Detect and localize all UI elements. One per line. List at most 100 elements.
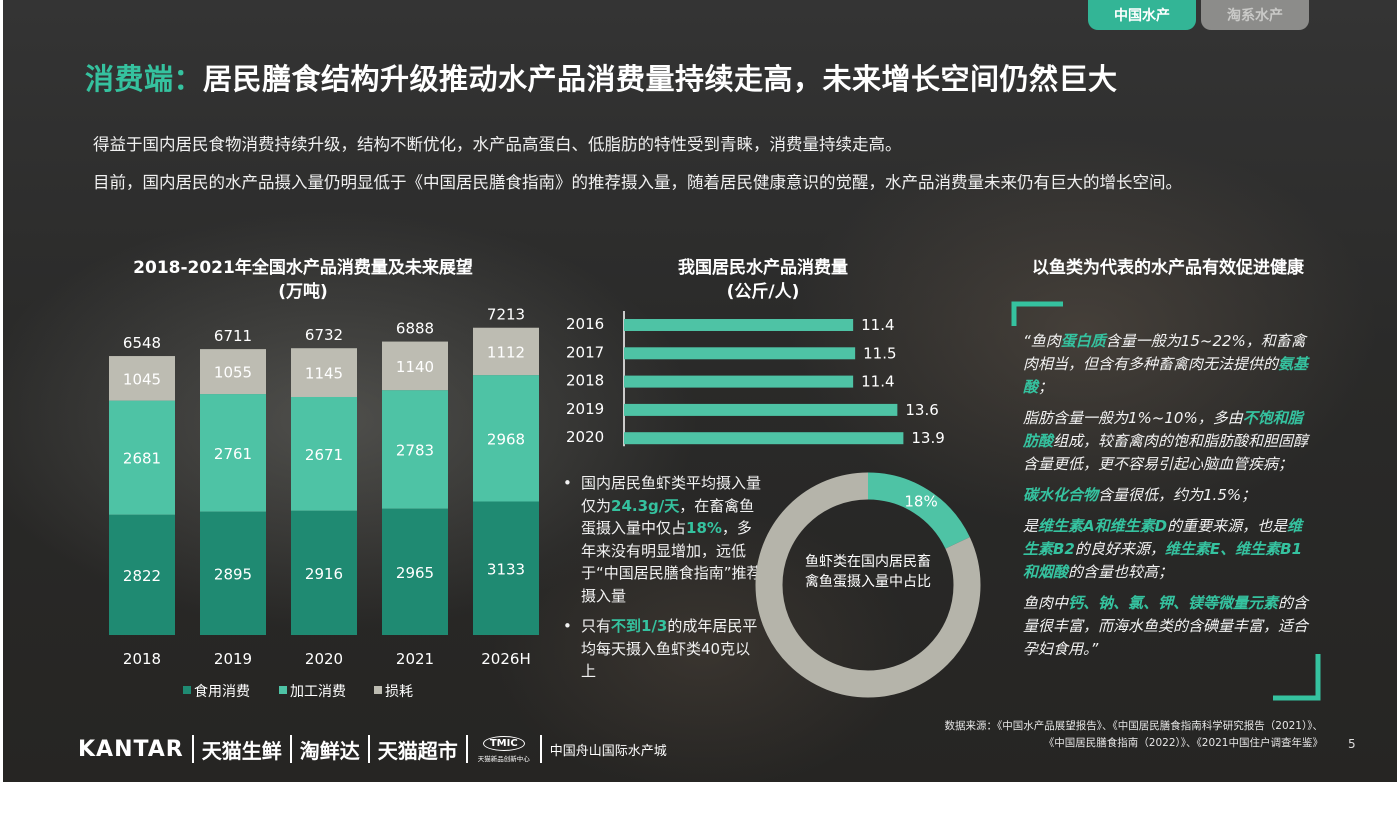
bar-total-label: 6548 — [123, 334, 161, 352]
bullet1-part-a: 国内居民鱼虾类平均摄入量仅为 — [581, 474, 762, 515]
logo-tmic-subtitle: 天猫新品创新中心 — [477, 754, 530, 763]
health-highlight: 维生素E、维生素B1和烟酸 — [1023, 540, 1303, 581]
chart1-title-text: 2018-2021年全国水产品消费量及未来展望 — [133, 258, 473, 278]
x-tick-label: 2020 — [305, 650, 343, 668]
hbar-value-label: 11.4 — [861, 373, 894, 391]
bar-segment-food-2021 — [382, 508, 448, 635]
y-tick-label: 2016 — [566, 315, 604, 333]
bar-segment-food-2020 — [291, 510, 357, 635]
bar-segment-food-2026H — [473, 501, 539, 635]
data-source: 数据来源：《中国水产品展望报告》、《中国居民膳食指南科学研究报告（2021）》、… — [823, 718, 1323, 752]
y-tick-label: 2018 — [566, 372, 604, 390]
source-line-1: 数据来源：《中国水产品展望报告》、《中国居民膳食指南科学研究报告（2021）》、 — [944, 720, 1323, 732]
logo-zhoushan: 中国舟山国际水产城 — [549, 743, 667, 759]
bullet1-part-c: ，多年来没有明显增加，远低于“中国居民膳食指南”推荐摄入量 — [581, 519, 762, 605]
bar-total-label: 7213 — [487, 306, 525, 324]
legend-label-food: 食用消费 — [194, 683, 250, 700]
bar-total-label: 6888 — [396, 320, 434, 338]
logo-tmall-supermarket: 天猫超市 — [377, 738, 458, 763]
tab-china-aquatic[interactable]: 中国水产 — [1088, 0, 1196, 30]
y-tick-label: 2020 — [566, 428, 604, 446]
bracket-bottom-right — [1273, 654, 1321, 701]
y-tick-label: 2019 — [566, 400, 604, 418]
bar-segment-food-2019 — [200, 511, 266, 635]
bar-total-label: 6732 — [305, 326, 343, 344]
logo-separator — [367, 735, 370, 763]
health-text-span: 含量很低，约为1.5%； — [1098, 486, 1257, 504]
bullet-text-1: 国内居民鱼虾类平均摄入量仅为24.3g/天，在畜禽鱼蛋摄入量中仅占18%，多年来… — [581, 472, 763, 607]
bullet-item-2: • 只有不到1/3的成年居民平均每天摄入鱼虾类40克以上 — [563, 615, 763, 683]
health-text-span: 的良好来源， — [1074, 540, 1165, 558]
health-text-span: 组成，较畜禽肉的饱和脂肪酸和胆固醇含量更低，更不容易引起心脑血管疾病； — [1023, 432, 1309, 473]
bar-value-label: 2783 — [396, 441, 434, 459]
bar-value-label: 2671 — [305, 446, 343, 464]
bar-segment-processing-2021 — [382, 390, 448, 509]
bar-segment-processing-2018 — [109, 400, 175, 515]
health-highlight: 维生素B2 — [1023, 517, 1303, 558]
health-para-carb: 碳水化合物含量很低，约为1.5%； — [1023, 484, 1313, 507]
donut-chart: 18% — [755, 472, 981, 698]
x-tick-label: 2026H — [481, 650, 530, 668]
logo-separator — [191, 735, 194, 763]
bar-value-label: 2761 — [214, 445, 252, 463]
bar-segment-loss-2018 — [109, 356, 175, 401]
health-text-span: 鱼肉中 — [1023, 594, 1069, 612]
legend-swatch-loss — [374, 686, 382, 694]
x-tick-label: 2021 — [396, 650, 434, 668]
bar-segment-processing-2026H — [473, 375, 539, 502]
page-title: 消费端：居民膳食结构升级推动水产品消费量持续走高，未来增长空间仍然巨大 — [85, 56, 1118, 98]
legend-label-loss: 损耗 — [385, 684, 413, 700]
health-text-span: 的含量也较高； — [1068, 563, 1174, 581]
bullet-dot: • — [563, 617, 572, 635]
intro-line-2: 目前，国内居民的水产品摄入量仍明显低于《中国居民膳食指南》的推荐摄入量，随着居民… — [93, 173, 1182, 192]
bar-value-label: 2968 — [487, 430, 525, 448]
health-text-span: “鱼肉 — [1023, 332, 1061, 350]
health-text: “鱼肉蛋白质含量一般为15~22%，和畜禽肉相当，但含有多种畜禽肉无法提供的氨基… — [1023, 330, 1313, 669]
bar-value-label: 2822 — [123, 567, 161, 585]
bar-segment-processing-2020 — [291, 396, 357, 511]
health-text-span: 是 — [1023, 517, 1039, 535]
hbar-2016 — [624, 319, 854, 331]
health-highlight: 蛋白质 — [1060, 332, 1106, 350]
health-text-span: 的含量很丰富，而海水鱼类的含碘量丰富，适合孕妇食用。” — [1023, 594, 1309, 658]
title-highlight: 消费端： — [85, 62, 204, 96]
health-highlight: 碳水化合物 — [1023, 486, 1099, 504]
health-text-span: 的重要来源，也是 — [1167, 517, 1288, 535]
title-text: 居民膳食结构升级推动水产品消费量持续走高，未来增长空间仍然巨大 — [203, 62, 1118, 96]
bullet-list: • 国内居民鱼虾类平均摄入量仅为24.3g/天，在畜禽鱼蛋摄入量中仅占18%，多… — [563, 472, 763, 683]
page-number: 5 — [1348, 737, 1356, 751]
bullet2-part-b: 的成年居民平均每天摄入鱼虾类40克以上 — [581, 617, 758, 680]
health-text-span: 含量一般为15~22%，和畜禽肉相当，但含有多种畜禽肉无法提供的 — [1023, 332, 1306, 373]
tab-taobao-aquatic[interactable]: 淘系水产 — [1201, 0, 1309, 30]
bar-value-label: 3133 — [487, 560, 525, 578]
bullet1-highlight-share: 18% — [686, 519, 722, 537]
health-para-fat: 脂肪含量一般为1%~10%，多由不饱和脂肪酸组成，较畜禽肉的饱和脂肪酸和胆固醇含… — [1023, 407, 1313, 476]
donut-slice-other — [755, 472, 981, 698]
bracket-top-left — [1011, 301, 1063, 326]
bullet1-part-b: ，在畜禽鱼蛋摄入量中仅占 — [581, 496, 755, 538]
intro-line-1: 得益于国内居民食物消费持续升级，结构不断优化，水产品高蛋白、低脂肪的特性受到青睐… — [93, 135, 902, 154]
bar-segment-food-2018 — [109, 514, 175, 635]
logo-separator — [289, 735, 292, 763]
logo-tmall-fresh: 天猫生鲜 — [201, 738, 282, 763]
bar-value-label: 2681 — [123, 450, 161, 468]
health-title: 以鱼类为代表的水产品有效促进健康 — [1032, 258, 1304, 278]
logo-separator — [539, 735, 542, 763]
bar-value-label: 1112 — [487, 343, 525, 361]
health-para-protein: “鱼肉蛋白质含量一般为15~22%，和畜禽肉相当，但含有多种畜禽肉无法提供的氨基… — [1023, 330, 1313, 399]
bar-segment-processing-2019 — [200, 394, 266, 512]
hbar-value-label: 13.6 — [905, 401, 938, 419]
logo-kantar: KANTAR — [78, 736, 184, 762]
health-para-minerals: 鱼肉中钙、钠、氯、钾、镁等微量元素的含量很丰富，而海水鱼类的含碘量丰富，适合孕妇… — [1023, 592, 1313, 661]
bar-total-label: 6711 — [214, 327, 252, 345]
bullet-item-1: • 国内居民鱼虾类平均摄入量仅为24.3g/天，在畜禽鱼蛋摄入量中仅占18%，多… — [563, 472, 763, 607]
health-text-span: ； — [1038, 378, 1054, 396]
bullet2-part-a: 只有 — [581, 617, 612, 635]
bullet1-highlight-intake: 24.3g/天 — [611, 496, 680, 515]
bullet-text-2: 只有不到1/3的成年居民平均每天摄入鱼虾类40克以上 — [581, 615, 763, 683]
hbar-2018 — [624, 375, 854, 388]
stacked-bar-chart: 2822 2681 1045 6548 2018 2895 2761 1055 6711 2019… — [109, 306, 539, 700]
x-tick-label: 2019 — [214, 650, 252, 668]
donut-slice-label: 18% — [904, 492, 937, 510]
legend-swatch-food — [183, 686, 191, 694]
